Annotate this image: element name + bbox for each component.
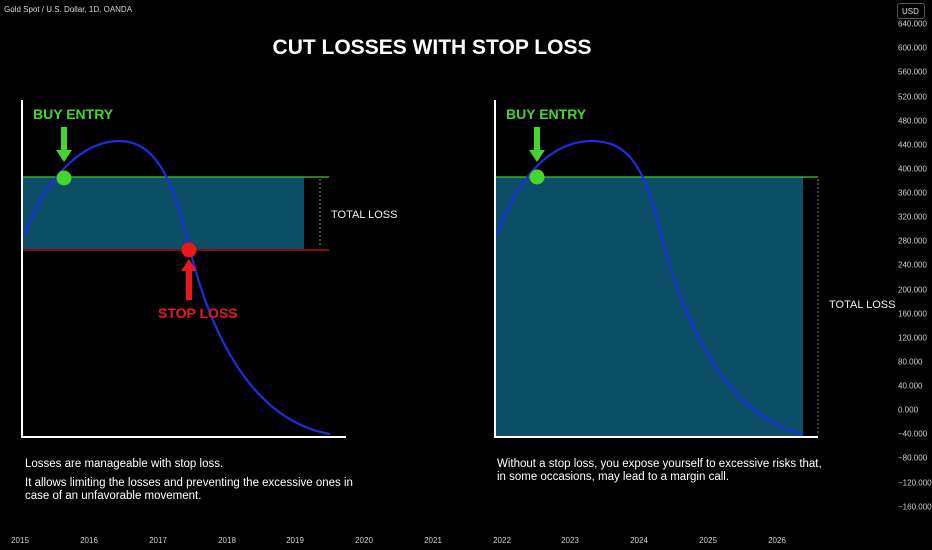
- left-price-curve: [21, 139, 331, 436]
- price-tick: −40.000: [898, 429, 928, 439]
- stop-loss-arrow: [181, 259, 197, 300]
- price-tick: 80.000: [898, 357, 923, 367]
- date-tick: 2021: [424, 536, 442, 545]
- date-tick: 2025: [699, 536, 717, 545]
- price-tick: 40.000: [898, 381, 923, 391]
- left-loss-zone: [23, 177, 304, 249]
- price-tick: 240.000: [898, 260, 927, 270]
- price-tick: 320.000: [898, 212, 927, 222]
- left-total-loss-label: TOTAL LOSS: [331, 209, 398, 221]
- right-buy-arrow: [529, 127, 545, 162]
- date-tick: 2017: [149, 536, 167, 545]
- price-tick: 560.000: [898, 67, 927, 77]
- currency-selector[interactable]: USD: [897, 3, 925, 19]
- price-tick: 120.000: [898, 333, 927, 343]
- left-stop-point: [181, 242, 197, 258]
- date-tick: 2015: [11, 536, 29, 545]
- right-entry-point: [529, 169, 545, 185]
- right-price-curve: [494, 139, 804, 436]
- price-tick: 160.000: [898, 309, 927, 319]
- left-buy-arrow: [56, 127, 72, 162]
- price-tick: 480.000: [898, 116, 927, 126]
- date-tick: 2026: [768, 536, 786, 545]
- date-tick: 2022: [493, 536, 511, 545]
- price-tick: −80.000: [898, 453, 928, 463]
- price-tick: 400.000: [898, 164, 927, 174]
- stop-loss-label: STOP LOSS: [158, 305, 238, 321]
- right-loss-zone: [496, 177, 803, 437]
- left-caption-2: It allows limiting the losses and preven…: [25, 477, 353, 502]
- right-caption-1: Without a stop loss, you expose yourself…: [497, 458, 822, 483]
- left-caption-1: Losses are manageable with stop loss.: [25, 458, 224, 470]
- price-tick: 640.000: [898, 19, 927, 29]
- date-tick: 2016: [80, 536, 98, 545]
- price-tick: 200.000: [898, 285, 927, 295]
- price-tick: −160.000: [898, 502, 932, 512]
- date-tick: 2023: [561, 536, 579, 545]
- date-tick: 2019: [286, 536, 304, 545]
- page-title: CUT LOSSES WITH STOP LOSS: [272, 36, 592, 59]
- right-buy-entry-label: BUY ENTRY: [506, 106, 587, 122]
- price-tick: 520.000: [898, 92, 927, 102]
- price-tick: 0.000: [898, 405, 919, 415]
- left-buy-entry-label: BUY ENTRY: [33, 106, 114, 122]
- price-tick: 360.000: [898, 188, 927, 198]
- chart-symbol[interactable]: Gold Spot / U.S. Dollar, 1D, OANDA: [4, 5, 133, 14]
- price-tick: 600.000: [898, 43, 927, 53]
- left-entry-point: [56, 170, 72, 186]
- price-tick: −120.000: [898, 478, 932, 488]
- date-tick: 2024: [630, 536, 648, 545]
- price-tick: 280.000: [898, 236, 927, 246]
- price-tick: 440.000: [898, 140, 927, 150]
- date-tick: 2020: [355, 536, 373, 545]
- date-tick: 2018: [218, 536, 236, 545]
- right-total-loss-label: TOTAL LOSS: [829, 299, 896, 311]
